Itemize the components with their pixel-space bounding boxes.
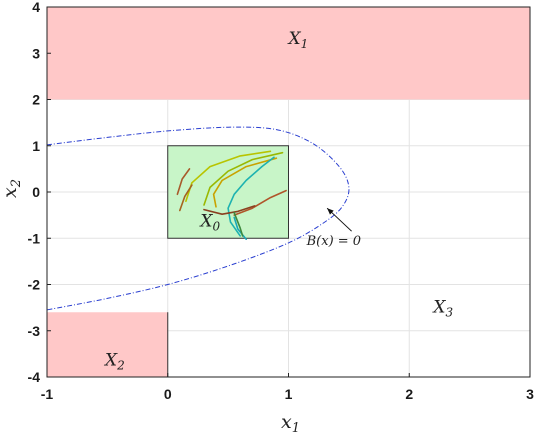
x-axis-label: x1 [281, 411, 300, 432]
y-tick-label: 2 [32, 92, 40, 108]
region-label-X2: X2 [103, 350, 125, 372]
trajectory-8 [203, 205, 256, 215]
y-tick-label: 3 [32, 45, 40, 61]
y-tick-label: 0 [32, 184, 40, 200]
trajectory-6 [233, 216, 247, 240]
annotation-arrow-head [327, 208, 334, 215]
x-tick-label: 3 [526, 386, 534, 402]
barrier-curve-group [46, 126, 350, 311]
region-label-X0: X0 [198, 212, 220, 234]
y-axis-label: x2 [0, 179, 24, 198]
x-tick-label: -1 [41, 386, 54, 402]
trajectory-4 [179, 184, 193, 212]
trajectory-3 [176, 168, 191, 196]
barrier-annotation-text: B(x) = 0 [306, 234, 361, 249]
y-tick-label: 4 [32, 0, 40, 15]
trajectory-5 [227, 156, 275, 237]
region-label-X1: X1 [287, 29, 309, 51]
x-tick-label: 1 [285, 386, 293, 402]
y-tick-label: -4 [28, 369, 41, 385]
tick-labels: -1 0 1 2 3 -4 -3 -2 -1 0 1 2 3 4 [28, 0, 535, 402]
trajectory-curves [176, 150, 287, 240]
barrier-annotation: B(x) = 0 [306, 207, 361, 249]
y-tick-label: 1 [32, 138, 40, 154]
trajectory-1 [203, 151, 284, 206]
x-tick-label: 0 [164, 386, 172, 402]
x-tick-label: 2 [405, 386, 413, 402]
barrier-curve [46, 126, 350, 311]
trajectory-2 [212, 157, 278, 208]
y-tick-label: -1 [28, 230, 41, 246]
y-tick-label: -3 [28, 323, 41, 339]
region-label-X3: X3 [431, 297, 453, 319]
region-unsafe-X2 [47, 312, 168, 377]
region-unsafe-X1 [47, 7, 530, 100]
region-labels: X1 X2 X0 X3 [103, 29, 454, 372]
trajectory-9 [233, 212, 244, 237]
trajectory-7 [233, 189, 287, 216]
y-tick-label: -2 [28, 277, 41, 293]
